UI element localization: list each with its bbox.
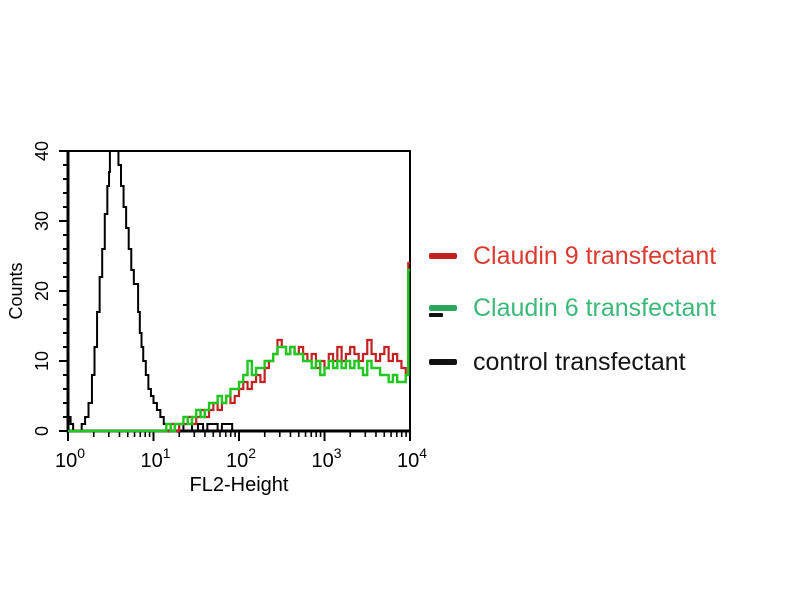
legend-label-claudin6: Claudin 6 transfectant	[473, 293, 717, 322]
y-tick-label: 20	[32, 281, 52, 301]
y-tick-label: 0	[32, 426, 52, 436]
series-line-claudin-9-transfectant	[68, 261, 410, 433]
y-tick-label: 10	[32, 351, 52, 371]
series-line-claudin-6-transfectant	[68, 268, 410, 433]
plot-frame-top-right	[68, 150, 411, 431]
x-tick-label: 100	[55, 445, 85, 472]
series-line-control-transfectant	[68, 150, 410, 432]
claudin9-dash-icon	[429, 253, 457, 259]
y-tick-label: 30	[32, 211, 52, 231]
legend-label-claudin9: Claudin 9 transfectant	[473, 241, 717, 270]
claudin6-dash-icon	[429, 305, 457, 311]
legend-item-claudin6: Claudin 6 transfectant	[428, 293, 716, 323]
y-tick-label: 40	[32, 141, 52, 161]
claudin6-black-tick-icon	[429, 313, 443, 317]
x-axis-title: FL2-Height	[190, 474, 289, 496]
legend-item-control: control transfectant	[428, 347, 686, 377]
x-tick-label: 103	[311, 445, 341, 472]
control-dash-icon	[429, 359, 457, 365]
legend-item-claudin9: Claudin 9 transfectant	[428, 241, 716, 271]
y-axis-title: Counts	[6, 262, 26, 319]
x-tick-label: 104	[397, 445, 427, 472]
x-tick-label: 101	[140, 445, 170, 472]
x-tick-label: 102	[226, 445, 256, 472]
legend-label-control: control transfectant	[473, 347, 686, 376]
